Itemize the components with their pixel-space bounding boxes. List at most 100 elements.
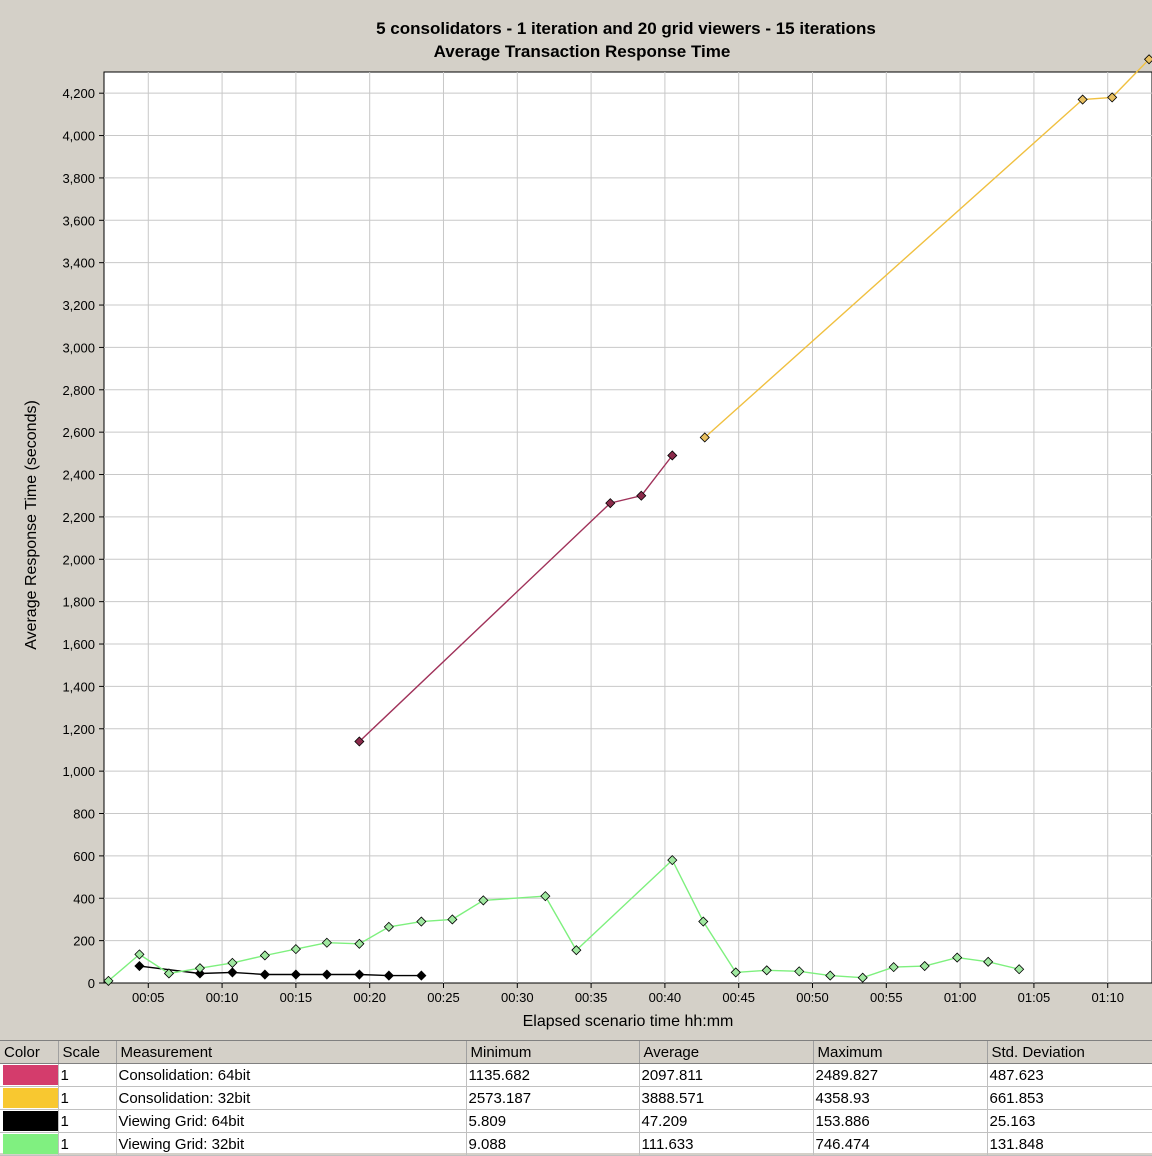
plot-area — [103, 71, 1152, 984]
legend-scale: 1 — [58, 1086, 117, 1110]
series-line — [704, 58, 1150, 439]
data-point-marker — [259, 950, 270, 961]
legend-color-swatch — [3, 1134, 57, 1154]
legend-scale: 1 — [58, 1109, 117, 1133]
data-point-marker — [983, 956, 994, 967]
y-tick-label: 1,600 — [62, 637, 95, 652]
data-point-marker — [383, 921, 394, 932]
x-tick-label: 00:05 — [132, 990, 165, 1005]
data-point-marker — [1014, 964, 1025, 975]
y-axis-title: Average Response Time (seconds) — [23, 400, 40, 650]
data-point-marker — [383, 970, 394, 981]
data-point-marker — [1107, 92, 1118, 103]
data-point-marker — [227, 967, 238, 978]
y-tick-label: 2,000 — [62, 552, 95, 567]
data-point-marker — [698, 916, 709, 927]
legend-average: 47.209 — [639, 1109, 814, 1133]
data-point-marker — [540, 891, 551, 902]
legend-minimum: 5.809 — [466, 1109, 640, 1133]
data-point-marker — [321, 937, 332, 948]
legend-maximum: 153.886 — [813, 1109, 988, 1133]
legend-average: 2097.811 — [639, 1063, 814, 1087]
legend-color-cell — [0, 1063, 59, 1087]
x-tick-label: 00:30 — [501, 990, 534, 1005]
legend-color-swatch — [3, 1088, 57, 1108]
x-axis-title: Elapsed scenario time hh:mm — [523, 1013, 734, 1030]
legend-measurement: Consolidation: 32bit — [116, 1086, 467, 1110]
y-tick-label: 3,800 — [62, 171, 95, 186]
data-point-marker — [667, 450, 678, 461]
legend-maximum: 746.474 — [813, 1132, 988, 1156]
legend-row[interactable]: 1 Consolidation: 32bit 2573.187 3888.571… — [0, 1086, 1152, 1110]
data-point-marker — [794, 966, 805, 977]
legend-std-deviation: 131.848 — [987, 1132, 1152, 1156]
y-tick-label: 400 — [73, 891, 95, 906]
y-tick-label: 200 — [73, 934, 95, 949]
chart-svg: 5 consolidators - 1 iteration and 20 gri… — [23, 19, 1152, 1030]
series-layer — [103, 54, 1152, 986]
legend-minimum: 9.088 — [466, 1132, 640, 1156]
x-tick-label: 00:45 — [722, 990, 755, 1005]
y-tick-label: 1,200 — [62, 722, 95, 737]
legend-row[interactable]: 1 Viewing Grid: 64bit 5.809 47.209 153.8… — [0, 1109, 1152, 1133]
x-tick-label: 00:55 — [870, 990, 903, 1005]
data-point-marker — [825, 970, 836, 981]
data-point-marker — [134, 960, 145, 972]
legend-row[interactable]: 1 Consolidation: 64bit 1135.682 2097.811… — [0, 1063, 1152, 1087]
y-tick-label: 1,400 — [62, 679, 95, 694]
x-tick-label: 01:00 — [944, 990, 977, 1005]
x-tick-label: 00:35 — [575, 990, 608, 1005]
y-tick-label: 2,800 — [62, 383, 95, 398]
legend-measurement: Viewing Grid: 32bit — [116, 1132, 467, 1156]
data-point-marker — [194, 963, 206, 974]
legend-header-scale[interactable]: Scale — [58, 1041, 117, 1064]
legend-scale: 1 — [58, 1132, 117, 1156]
legend-header-minimum[interactable]: Minimum — [466, 1041, 640, 1064]
y-tick-label: 3,000 — [62, 340, 95, 355]
data-point-marker — [605, 498, 616, 509]
data-point-marker — [354, 736, 365, 747]
y-tick-label: 2,200 — [62, 510, 95, 525]
data-point-marker — [103, 975, 114, 986]
legend-header-maximum[interactable]: Maximum — [813, 1041, 988, 1064]
y-tick-label: 2,600 — [62, 425, 95, 440]
y-tick-label: 4,000 — [62, 129, 95, 144]
legend-header-measurement[interactable]: Measurement — [116, 1041, 467, 1064]
legend-row[interactable]: 1 Viewing Grid: 32bit 9.088 111.633 746.… — [0, 1132, 1152, 1156]
legend-scale: 1 — [58, 1063, 117, 1087]
legend-average: 111.633 — [639, 1132, 814, 1156]
y-tick-label: 1,000 — [62, 764, 95, 779]
y-tick-label: 2,400 — [62, 468, 95, 483]
x-tick-label: 00:25 — [427, 990, 460, 1005]
data-point-marker — [194, 968, 206, 979]
data-point-marker — [919, 960, 930, 972]
data-point-marker — [699, 432, 710, 443]
y-tick-label: 3,400 — [62, 256, 95, 271]
legend-color-cell — [0, 1109, 59, 1133]
legend-header-average[interactable]: Average — [639, 1041, 814, 1064]
x-tick-label: 00:15 — [280, 990, 313, 1005]
legend-measurement: Viewing Grid: 64bit — [116, 1109, 467, 1133]
data-point-marker — [416, 970, 427, 981]
y-tick-label: 600 — [73, 849, 95, 864]
data-point-marker — [888, 962, 899, 973]
chart-title: 5 consolidators - 1 iteration and 20 gri… — [376, 19, 876, 38]
legend-average: 3888.571 — [639, 1086, 814, 1110]
data-point-marker — [1143, 54, 1152, 65]
data-point-marker — [290, 969, 301, 980]
y-axis-ticks: 0 200 400 600 800 1,000 1,200 1,400 1,600 1,800 2,… — [62, 86, 104, 991]
data-point-marker — [163, 968, 175, 979]
legend-std-deviation: 25.163 — [987, 1109, 1152, 1133]
data-point-marker — [259, 969, 270, 980]
legend-minimum: 1135.682 — [466, 1063, 640, 1087]
legend-header-color[interactable]: Color — [0, 1041, 59, 1064]
data-point-marker — [636, 490, 647, 501]
legend-maximum: 2489.827 — [813, 1063, 988, 1087]
y-tick-label: 1,800 — [62, 595, 95, 610]
legend-color-swatch — [3, 1111, 57, 1131]
legend-color-cell — [0, 1132, 59, 1156]
legend-header-std-deviation[interactable]: Std. Deviation — [987, 1041, 1152, 1064]
legend-std-deviation: 661.853 — [987, 1086, 1152, 1110]
legend-table: Color Scale Measurement Minimum Average … — [0, 1040, 1152, 1156]
data-point-marker — [290, 944, 301, 955]
